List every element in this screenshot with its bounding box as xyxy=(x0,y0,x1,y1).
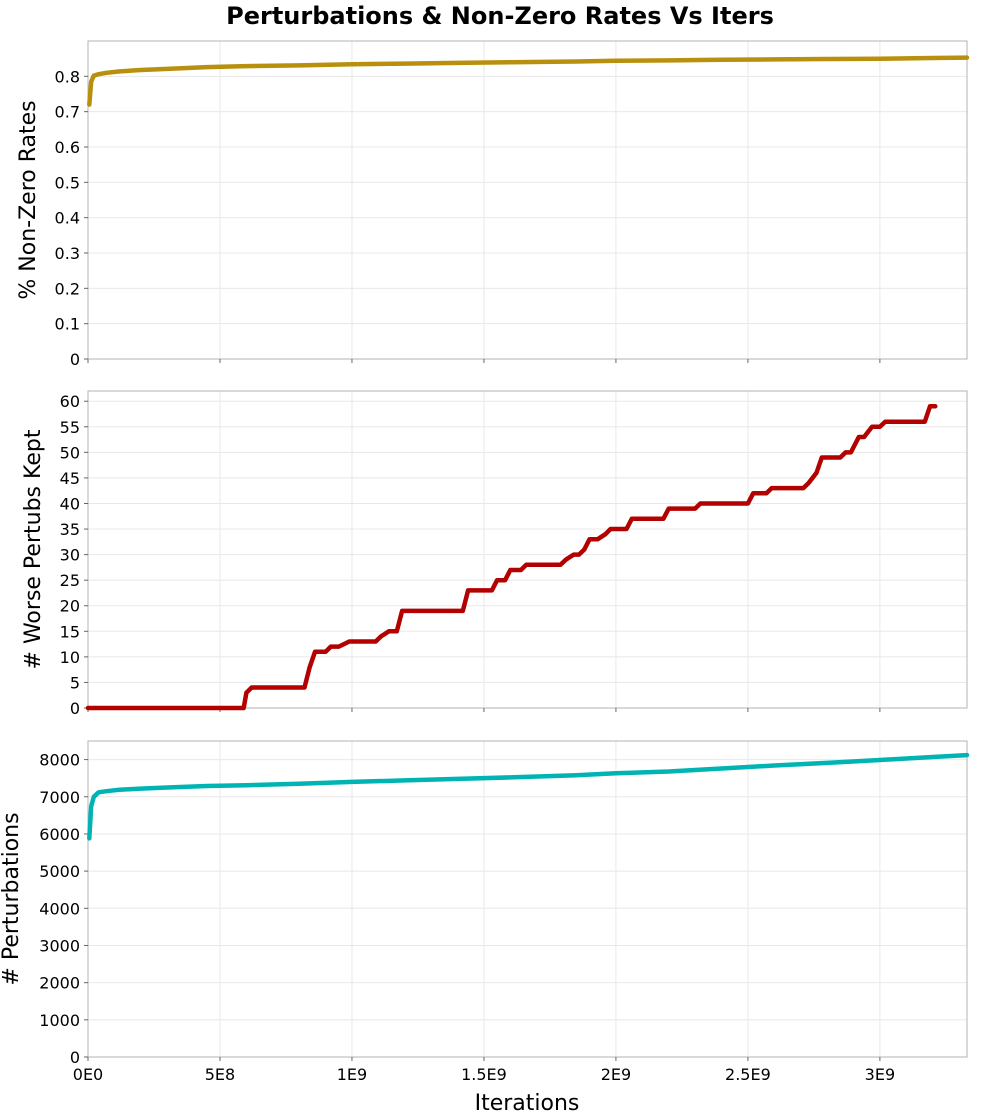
y-tick-label: 0.7 xyxy=(55,103,80,122)
y-tick-label: 0.6 xyxy=(55,138,80,157)
y-tick-label: 25 xyxy=(60,571,80,590)
y-tick-label: 5000 xyxy=(39,862,80,881)
y-tick-label: 4000 xyxy=(39,899,80,918)
y-tick-label: 10 xyxy=(60,648,80,667)
y-axis-label-non-zero-rates: % Non-Zero Rates xyxy=(16,100,41,299)
y-tick-label: 3000 xyxy=(39,936,80,955)
y-tick-label: 0.2 xyxy=(55,279,80,298)
y-tick-label: 5 xyxy=(70,673,80,692)
chart-title: Perturbations & Non-Zero Rates Vs Iters xyxy=(226,2,774,30)
y-tick-label: 50 xyxy=(60,443,80,462)
plot-frame xyxy=(87,40,968,360)
y-tick-label: 60 xyxy=(60,392,80,411)
y-tick-label: 0.5 xyxy=(55,173,80,192)
plot-frame xyxy=(87,740,968,1058)
y-tick-label: 30 xyxy=(60,546,80,565)
y-tick-label: 0 xyxy=(70,1048,80,1067)
y-axis-label-worse-pertubs-kept: # Worse Pertubs Kept xyxy=(21,429,46,669)
y-tick-label: 20 xyxy=(60,597,80,616)
x-tick-label: 5E8 xyxy=(205,1065,235,1084)
x-axis-label: Iterations xyxy=(475,1091,580,1116)
series-line-non-zero-rates xyxy=(87,55,970,107)
y-tick-label: 0.3 xyxy=(55,244,80,263)
y-tick-label: 0 xyxy=(70,699,80,718)
y-tick-label: 0 xyxy=(70,350,80,369)
series-line-perturbations xyxy=(87,752,970,841)
x-tick-label: 1.5E9 xyxy=(461,1065,507,1084)
y-tick-label: 0.8 xyxy=(55,67,80,86)
panel-non-zero-rates: 0 0.1 0.2 0.3 0.4 0.5 0.6 0.7 0.8 % Non-Zero Rate… xyxy=(16,40,970,369)
series-line-worse-pertubs-kept xyxy=(85,404,938,711)
y-tick-label: 0.4 xyxy=(55,209,80,228)
x-tick-label: 2E9 xyxy=(601,1065,631,1084)
y-tick-label: 45 xyxy=(60,469,80,488)
x-tick-label: 3E9 xyxy=(865,1065,895,1084)
y-tick-label: 8000 xyxy=(39,751,80,770)
y-tick-label: 2000 xyxy=(39,974,80,993)
y-tick-label: 6000 xyxy=(39,825,80,844)
y-tick-label: 55 xyxy=(60,418,80,437)
panel-perturbations: 0 1000 2000 3000 4000 5000 6000 7000 8000 # Pertu… xyxy=(0,740,970,1084)
plot-frame xyxy=(87,390,968,709)
panel-worse-pertubs-kept: 0 5 10 15 20 25 30 35 40 45 50 55 60 # Worse Pertubs … xyxy=(21,390,968,718)
y-tick-label: 40 xyxy=(60,494,80,513)
y-axis-label-perturbations: # Perturbations xyxy=(0,812,24,985)
y-tick-label: 0.1 xyxy=(55,315,80,334)
x-tick-label: 1E9 xyxy=(337,1065,367,1084)
x-tick-label: 2.5E9 xyxy=(725,1065,771,1084)
y-tick-label: 7000 xyxy=(39,788,80,807)
x-tick-label: 0E0 xyxy=(73,1065,103,1084)
y-tick-label: 1000 xyxy=(39,1011,80,1030)
y-tick-label: 15 xyxy=(60,622,80,641)
y-tick-label: 35 xyxy=(60,520,80,539)
